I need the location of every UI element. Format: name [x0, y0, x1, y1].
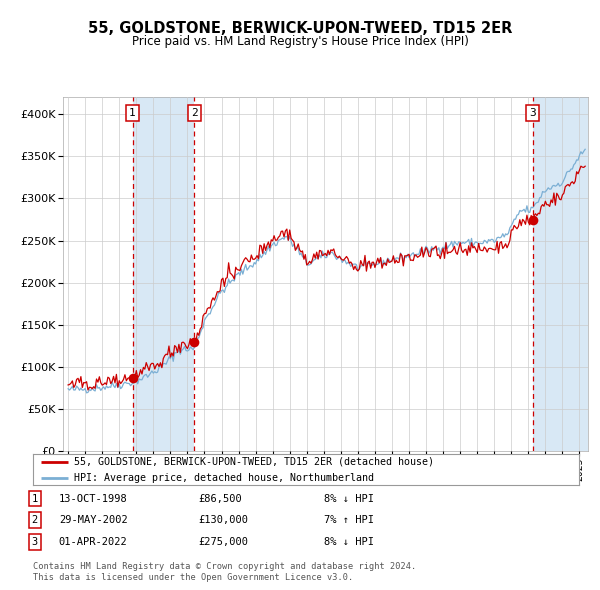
Text: This data is licensed under the Open Government Licence v3.0.: This data is licensed under the Open Gov… [33, 573, 353, 582]
Text: £275,000: £275,000 [198, 537, 248, 546]
Text: £86,500: £86,500 [198, 494, 242, 503]
Bar [533, 97, 588, 451]
Text: HPI: Average price, detached house, Northumberland: HPI: Average price, detached house, Nort… [74, 473, 374, 483]
Text: 01-APR-2022: 01-APR-2022 [59, 537, 128, 546]
Text: 55, GOLDSTONE, BERWICK-UPON-TWEED, TD15 2ER: 55, GOLDSTONE, BERWICK-UPON-TWEED, TD15 … [88, 21, 512, 35]
Text: 7% ↑ HPI: 7% ↑ HPI [324, 516, 374, 525]
Text: £130,000: £130,000 [198, 516, 248, 525]
Text: 3: 3 [32, 537, 38, 546]
Text: 8% ↓ HPI: 8% ↓ HPI [324, 537, 374, 546]
Text: 13-OCT-1998: 13-OCT-1998 [59, 494, 128, 503]
Text: Contains HM Land Registry data © Crown copyright and database right 2024.: Contains HM Land Registry data © Crown c… [33, 562, 416, 571]
Text: 2: 2 [32, 516, 38, 525]
Text: Price paid vs. HM Land Registry's House Price Index (HPI): Price paid vs. HM Land Registry's House … [131, 35, 469, 48]
Text: 1: 1 [129, 109, 136, 118]
Text: 1: 1 [32, 494, 38, 503]
Text: 29-MAY-2002: 29-MAY-2002 [59, 516, 128, 525]
Text: 3: 3 [529, 109, 536, 118]
Text: 2: 2 [191, 109, 198, 118]
Text: 55, GOLDSTONE, BERWICK-UPON-TWEED, TD15 2ER (detached house): 55, GOLDSTONE, BERWICK-UPON-TWEED, TD15 … [74, 457, 434, 467]
Text: 8% ↓ HPI: 8% ↓ HPI [324, 494, 374, 503]
Bar [133, 97, 194, 451]
